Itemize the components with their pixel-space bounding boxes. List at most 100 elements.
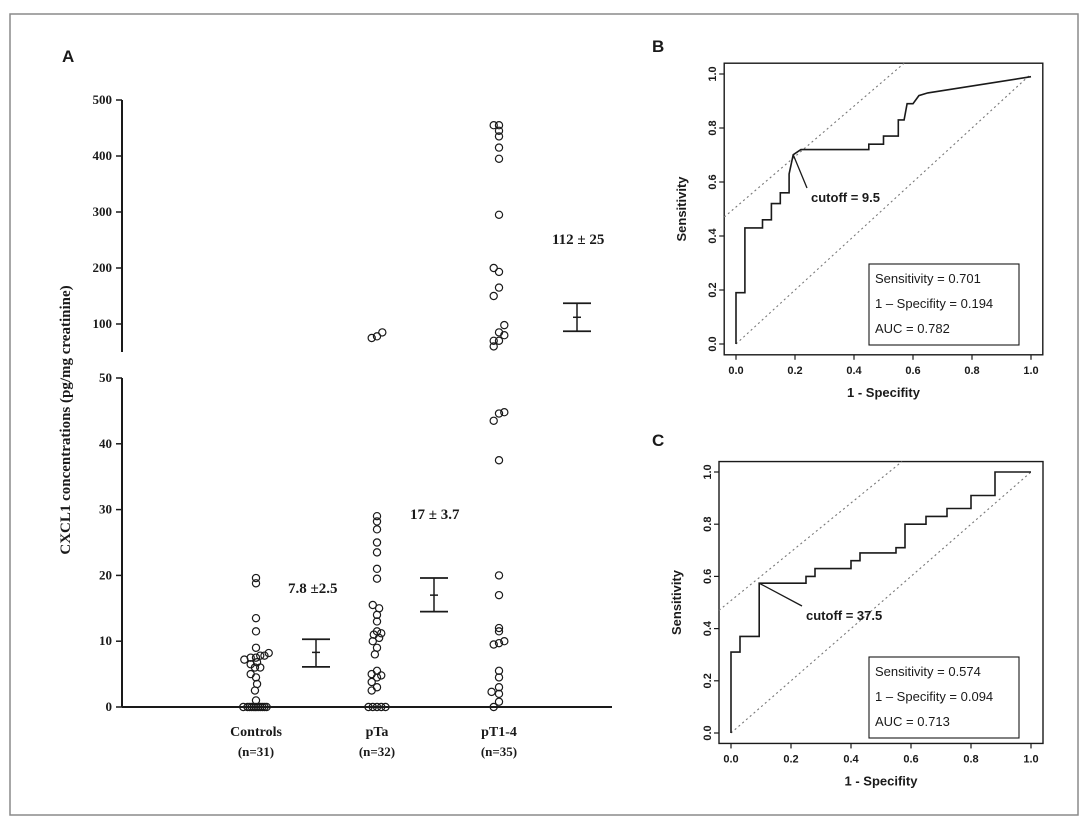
data-point: [494, 571, 504, 580]
data-point: [367, 677, 376, 687]
mean-label: 112 ± 25: [552, 232, 604, 248]
plot-frame: [723, 62, 1044, 356]
data-point: [494, 456, 504, 465]
x-tick-label: 1.0: [1023, 753, 1038, 765]
cutoff-pointer: [758, 582, 803, 607]
data-point: [500, 320, 509, 330]
roc-curve: [735, 75, 1032, 344]
panel-a-y-ticks: 0 10 20 30 40 50 100 200 300 400 500: [93, 92, 122, 714]
x-tick-label: 0.0: [723, 753, 738, 765]
data-point: [494, 697, 504, 706]
x-axis-title: 1 - Specifity: [845, 773, 919, 788]
data-point: [494, 143, 504, 152]
reference-diagonal: [730, 471, 1032, 734]
data-point: [494, 154, 504, 163]
x-tick-label: 0.8: [964, 365, 979, 377]
data-point: [246, 653, 255, 662]
x-tick-label: 0.6: [903, 753, 918, 765]
y-tick-label: 300: [93, 204, 113, 219]
y-axis-title: Sensitivity: [669, 569, 684, 635]
stats-line: Sensitivity = 0.574: [875, 664, 981, 679]
stats-line: Sensitivity = 0.701: [875, 271, 981, 286]
data-point: [372, 574, 382, 583]
data-point: [489, 291, 498, 301]
data-point: [251, 573, 261, 583]
data-point: [494, 283, 504, 292]
x-tick-label: 0.4: [846, 365, 862, 377]
data-point: [489, 702, 498, 712]
y-tick-label: 0.6: [707, 174, 719, 189]
x-tick-label: 0.2: [787, 365, 802, 377]
cutoff-pointer: [792, 154, 808, 189]
y-tick-label: 0.4: [707, 227, 719, 243]
category-label: pT1-4: [481, 725, 517, 740]
stats-line: 1 – Specifity = 0.194: [875, 296, 993, 311]
data-point: [500, 637, 509, 646]
data-point: [500, 408, 509, 417]
data-point: [494, 673, 504, 682]
cutoff-label: cutoff = 9.5: [811, 190, 880, 205]
data-point: [494, 267, 504, 277]
figure-frame: [9, 13, 1079, 816]
panel-a-categories: Controls (n=31) pTa (n=32) pT1-4 (n=35): [230, 725, 517, 759]
data-point: [489, 416, 498, 425]
data-point: [487, 687, 496, 697]
category-label: Controls: [230, 725, 282, 740]
data-point: [494, 590, 504, 600]
roc-curve: [730, 471, 1031, 733]
panel-a-axes: [121, 100, 612, 708]
panel-b: B 0.0 0.0 0.2 0.2 0.4 0.4 0.6 0.6 0.8 0.8 1.0 1.0 1 …: [652, 37, 1044, 400]
data-point: [367, 686, 376, 695]
y-tick-label: 20: [99, 567, 112, 582]
data-point: [246, 669, 255, 679]
panel-a-points: [239, 120, 509, 712]
y-axis-title: Sensitivity: [674, 176, 689, 242]
y-tick-label: 0.0: [702, 725, 714, 740]
x-tick-label: 0.2: [783, 753, 798, 765]
data-point: [489, 263, 498, 273]
category-n-label: (n=31): [238, 744, 274, 759]
data-point: [372, 525, 382, 534]
y-tick-label: 10: [99, 633, 112, 648]
data-point: [494, 120, 504, 130]
y-tick-label: 400: [93, 148, 113, 163]
category-n-label: (n=32): [359, 744, 395, 759]
data-point: [377, 671, 386, 680]
panel-c-plot: 0.0 0.0 0.2 0.2 0.4 0.4 0.6 0.6 0.8 0.8 1.0 1.0 1 - …: [669, 460, 1044, 788]
data-point: [372, 683, 382, 692]
data-point: [251, 653, 261, 662]
data-point: [260, 651, 269, 660]
data-point: [372, 627, 382, 636]
panel-b-plot: 0.0 0.0 0.2 0.2 0.4 0.4 0.6 0.6 0.8 0.8 1.0 1.0 1 - …: [674, 62, 1044, 400]
y-tick-label: 100: [93, 316, 113, 331]
data-point: [489, 120, 498, 130]
y-tick-label: 0.8: [707, 120, 719, 135]
x-tick-label: 0.8: [963, 753, 978, 765]
data-point: [251, 627, 261, 636]
data-point: [264, 648, 273, 658]
x-tick-label: 0.6: [905, 365, 920, 377]
data-point: [381, 702, 390, 712]
panel-a-mean-bars: 7.8 ±2.5 17 ± 3.7 112 ± 25: [288, 232, 604, 668]
data-point: [494, 623, 504, 633]
data-point: [372, 538, 382, 547]
data-point: [239, 702, 248, 712]
data-point: [377, 702, 386, 712]
plot-frame: [718, 460, 1044, 745]
panel-c-letter: C: [652, 431, 664, 450]
data-point: [489, 336, 498, 345]
data-point: [256, 663, 265, 672]
stats-line: AUC = 0.713: [875, 714, 950, 729]
data-point: [372, 666, 382, 676]
y-tick-label: 500: [93, 92, 113, 107]
data-point: [372, 564, 382, 574]
data-point: [489, 342, 498, 351]
data-point: [251, 613, 261, 623]
data-point: [364, 702, 373, 712]
data-point: [251, 643, 261, 652]
data-point: [367, 669, 376, 679]
data-point: [494, 210, 504, 219]
x-tick-label: 1.0: [1023, 365, 1038, 377]
data-point: [367, 333, 376, 343]
